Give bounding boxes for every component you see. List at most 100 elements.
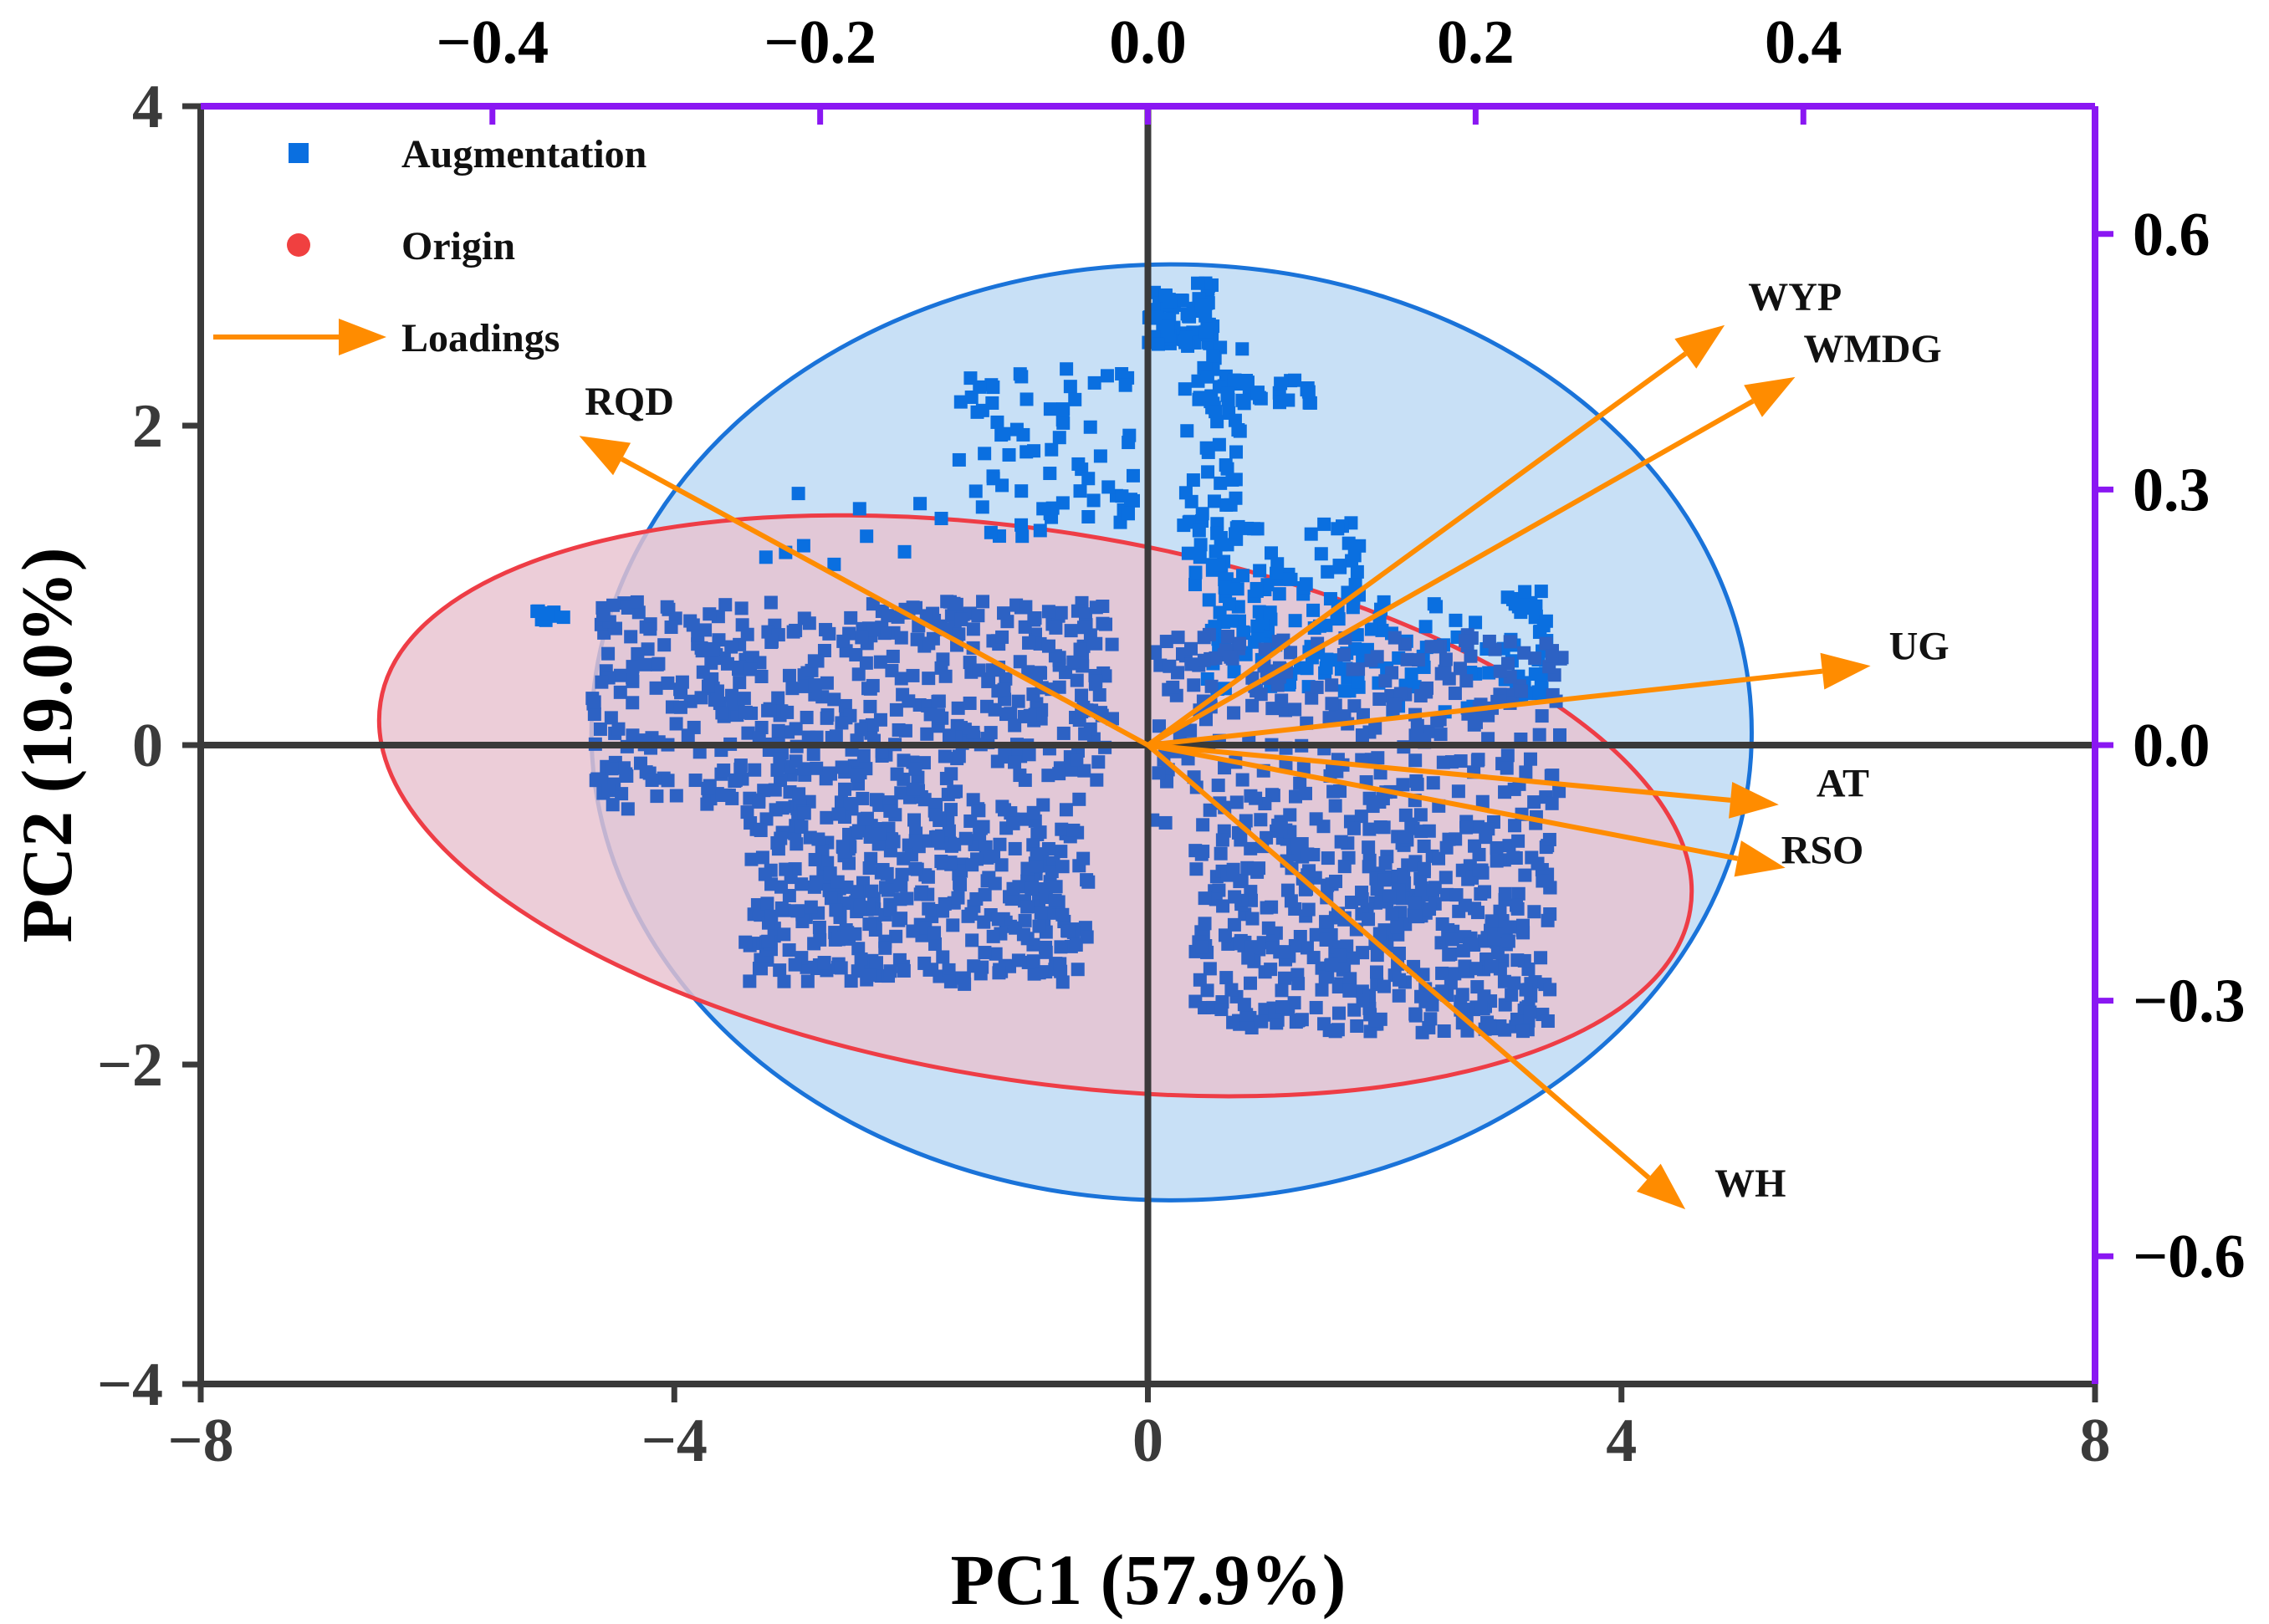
data-point — [1015, 529, 1030, 544]
data-point — [1326, 784, 1341, 799]
data-point — [1206, 350, 1220, 364]
data-point — [1002, 447, 1016, 462]
data-point — [992, 966, 1006, 980]
data-point — [1542, 832, 1556, 846]
data-point — [855, 631, 869, 645]
data-point — [928, 808, 943, 822]
data-point — [1014, 370, 1029, 384]
data-point — [1316, 820, 1331, 834]
data-point — [865, 884, 879, 898]
data-point — [1362, 840, 1376, 855]
data-point — [755, 850, 769, 865]
loading-arrow-shaft — [1147, 743, 1731, 803]
data-point — [1020, 900, 1035, 914]
data-point — [595, 675, 609, 689]
data-point — [1233, 636, 1247, 651]
data-point — [1199, 441, 1214, 455]
data-point — [1152, 719, 1167, 733]
data-point — [1011, 694, 1025, 708]
data-point — [989, 947, 1003, 961]
data-point — [1306, 848, 1321, 862]
loading-label: WMDG — [1803, 327, 1941, 371]
data-point — [1469, 962, 1483, 976]
data-point — [1519, 765, 1533, 779]
data-point — [913, 887, 928, 901]
data-point — [1503, 920, 1517, 934]
data-point — [764, 634, 779, 648]
data-point — [958, 831, 973, 845]
data-point — [985, 663, 999, 677]
data-point — [1543, 983, 1557, 997]
data-point — [1453, 661, 1467, 676]
data-point — [1423, 1012, 1438, 1026]
data-point — [1200, 983, 1214, 998]
data-point — [1408, 753, 1423, 768]
data-point — [906, 782, 920, 796]
data-point — [1196, 845, 1210, 859]
data-point — [1270, 678, 1285, 692]
data-point — [965, 858, 979, 872]
data-point — [774, 901, 789, 915]
data-point — [1203, 962, 1217, 976]
data-point — [1041, 769, 1055, 783]
data-point — [1417, 861, 1431, 876]
data-point — [1398, 637, 1412, 651]
data-point — [1214, 476, 1228, 490]
data-point — [1073, 484, 1087, 498]
data-point — [854, 952, 868, 966]
data-point — [1356, 993, 1370, 1008]
data-point — [897, 963, 911, 978]
data-point — [797, 611, 811, 626]
data-point — [758, 867, 772, 881]
data-point — [790, 837, 804, 851]
data-point — [795, 820, 809, 834]
data-point — [1241, 951, 1255, 965]
data-point — [894, 672, 908, 686]
data-point — [1069, 937, 1083, 952]
data-point — [838, 782, 852, 796]
data-point — [1227, 706, 1241, 720]
data-point — [883, 964, 897, 978]
data-point — [1078, 607, 1092, 621]
data-point — [621, 802, 635, 816]
data-point — [790, 904, 805, 918]
data-point — [1302, 864, 1316, 878]
data-point — [1377, 873, 1392, 887]
data-point — [1048, 893, 1062, 907]
data-point — [664, 620, 678, 635]
data-point — [1318, 970, 1332, 984]
data-point — [701, 781, 715, 795]
data-point — [734, 601, 749, 615]
data-point — [887, 835, 901, 849]
data-point — [1193, 550, 1207, 564]
data-point — [942, 963, 956, 977]
data-point — [1337, 860, 1352, 874]
data-point — [975, 403, 989, 417]
data-point — [556, 610, 570, 625]
data-point — [1481, 822, 1495, 836]
data-point — [613, 668, 627, 682]
data-point — [1336, 648, 1351, 662]
data-point — [1470, 753, 1485, 768]
data-point — [1096, 600, 1110, 614]
data-point — [1424, 640, 1439, 654]
data-point — [692, 745, 707, 759]
data-point — [1077, 763, 1091, 778]
data-point — [897, 851, 911, 866]
data-point — [1234, 833, 1248, 847]
data-point — [1064, 763, 1078, 777]
data-point — [820, 855, 835, 870]
data-point — [1183, 723, 1198, 738]
data-point — [611, 722, 626, 736]
data-point — [695, 644, 709, 658]
data-point — [1351, 675, 1365, 689]
data-point — [1535, 709, 1549, 723]
data-point — [1281, 393, 1295, 407]
data-point — [1355, 728, 1369, 743]
data-point — [999, 672, 1013, 686]
data-point — [928, 926, 942, 940]
top-tick-label: −0.2 — [764, 8, 876, 77]
data-point — [942, 824, 956, 838]
data-point — [920, 727, 934, 741]
